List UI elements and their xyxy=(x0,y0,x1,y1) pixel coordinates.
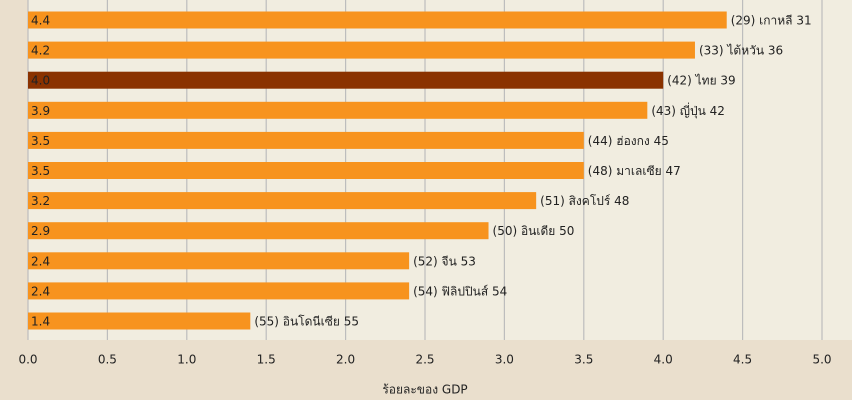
category-label: (44) ฮ่องกง 45 xyxy=(588,134,669,148)
value-label: 2.4 xyxy=(31,284,50,298)
value-label: 3.5 xyxy=(31,164,50,178)
bar xyxy=(28,71,664,89)
bar xyxy=(28,192,537,210)
x-tick-label: 4.0 xyxy=(654,353,673,367)
x-tick-label: 5.0 xyxy=(812,353,831,367)
x-tick-label: 3.5 xyxy=(574,353,593,367)
x-tick-label: 0.5 xyxy=(98,353,117,367)
x-tick-label: 2.0 xyxy=(336,353,355,367)
value-label: 1.4 xyxy=(31,315,50,329)
bar xyxy=(28,222,489,240)
x-tick-label: 4.5 xyxy=(733,353,752,367)
bar xyxy=(28,312,251,330)
bar xyxy=(28,41,695,59)
value-label: 2.4 xyxy=(31,254,50,268)
value-label: 4.0 xyxy=(31,74,50,88)
value-label: 3.9 xyxy=(31,104,50,118)
x-tick-label: 2.5 xyxy=(415,353,434,367)
x-tick-label: 3.0 xyxy=(495,353,514,367)
category-label: (43) ญี่ปุ่น 42 xyxy=(651,102,725,119)
x-axis-label: ร้อยละของ GDP xyxy=(382,383,467,397)
category-label: (52) จีน 53 xyxy=(413,254,476,268)
category-label: (50) อินเดีย 50 xyxy=(493,224,575,238)
bar xyxy=(28,252,410,270)
bar xyxy=(28,11,727,29)
x-tick-label: 1.5 xyxy=(257,353,276,367)
value-label: 2.9 xyxy=(31,224,50,238)
category-label: (29) เกาหลี 31 xyxy=(731,14,812,28)
category-label: (48) มาเลเซีย 47 xyxy=(588,164,681,178)
bar xyxy=(28,131,584,149)
x-tick-label: 1.0 xyxy=(177,353,196,367)
bar xyxy=(28,282,410,300)
value-label: 3.5 xyxy=(31,134,50,148)
value-label: 4.2 xyxy=(31,44,50,58)
category-label: (51) สิงคโปร์ 48 xyxy=(540,194,629,208)
value-label: 4.4 xyxy=(31,14,50,28)
category-label: (33) ไต้หวัน 36 xyxy=(699,44,783,58)
category-label: (42) ไทย 39 xyxy=(667,74,736,88)
bar xyxy=(28,162,584,179)
category-label: (55) อินโดนีเซีย 55 xyxy=(254,315,359,329)
value-label: 3.2 xyxy=(31,194,50,208)
x-tick-label: 0.0 xyxy=(18,353,37,367)
category-label: (54) ฟิลิปปินส์ 54 xyxy=(413,284,507,298)
bar xyxy=(28,101,648,119)
